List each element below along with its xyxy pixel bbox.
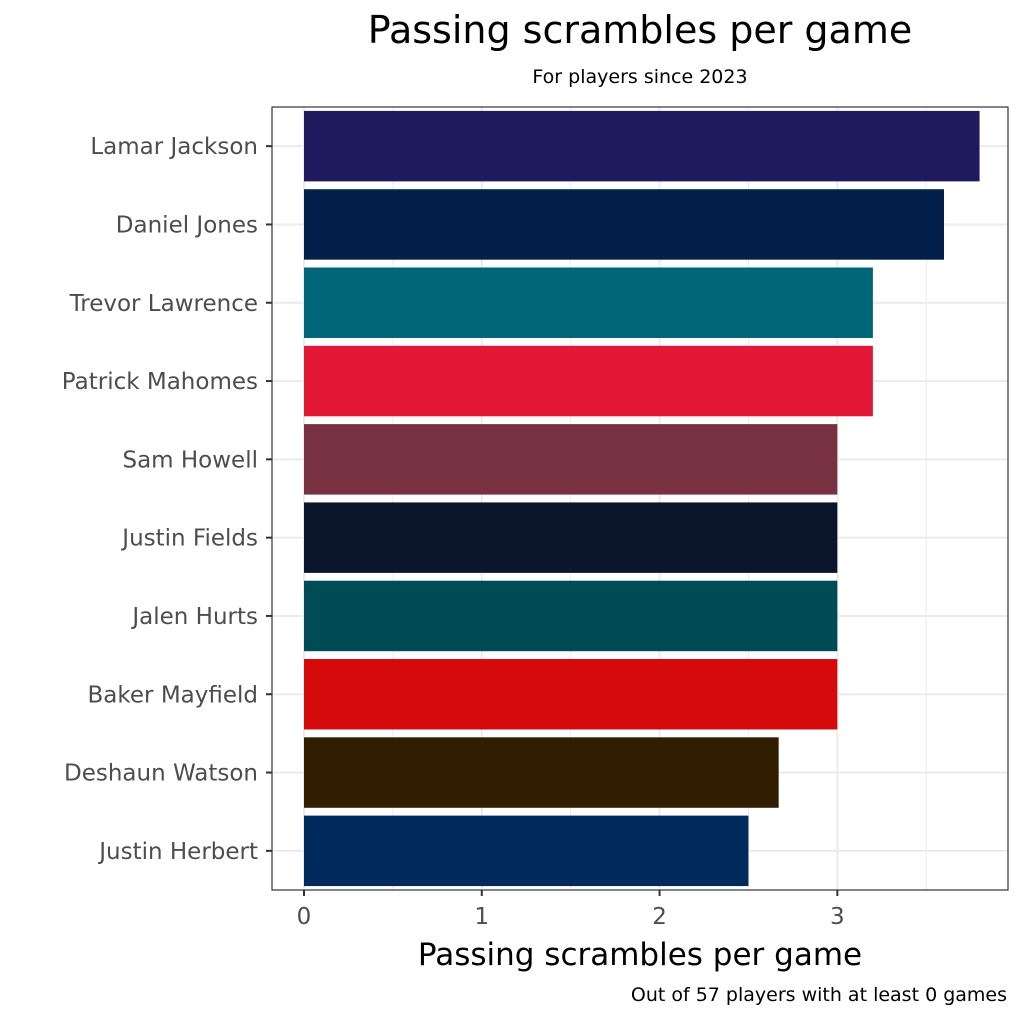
y-tick-label: Lamar Jackson	[90, 134, 258, 160]
y-tick-label: Baker Mayfield	[88, 682, 258, 708]
bar	[304, 502, 838, 573]
chart-title: Passing scrambles per game	[367, 8, 913, 52]
y-tick-label: Patrick Mahomes	[62, 369, 258, 395]
x-tick-label: 1	[474, 904, 489, 930]
x-tick-label: 2	[652, 904, 667, 930]
plot-border	[271, 106, 1009, 891]
bar	[304, 189, 944, 260]
bar	[304, 345, 873, 417]
bar	[304, 580, 838, 652]
y-tick-label: Daniel Jones	[116, 212, 258, 238]
y-tick-label: Jalen Hurts	[130, 604, 258, 630]
bars-group	[304, 110, 980, 887]
y-tick-label: Sam Howell	[122, 447, 258, 473]
bar	[304, 424, 838, 495]
y-axis: Lamar Jackson Daniel Jones Trevor Lawrence…	[62, 134, 272, 865]
x-tick-label: 3	[830, 904, 845, 930]
y-tick-label: Justin Herbert	[97, 839, 258, 865]
x-axis: 0 1 2 3	[297, 890, 845, 930]
bar	[304, 659, 838, 730]
x-tick-label: 0	[297, 904, 312, 930]
bar	[304, 737, 779, 808]
chart-subtitle: For players since 2023	[532, 66, 748, 88]
bar	[304, 267, 873, 338]
y-tick-label: Deshaun Watson	[64, 761, 258, 787]
y-tick-label: Trevor Lawrence	[69, 291, 258, 317]
bar	[304, 110, 980, 182]
bar	[304, 815, 749, 887]
y-tick-label: Justin Fields	[120, 526, 258, 552]
chart-caption: Out of 57 players with at least 0 games	[630, 984, 1007, 1006]
x-axis-title: Passing scrambles per game	[418, 937, 862, 973]
